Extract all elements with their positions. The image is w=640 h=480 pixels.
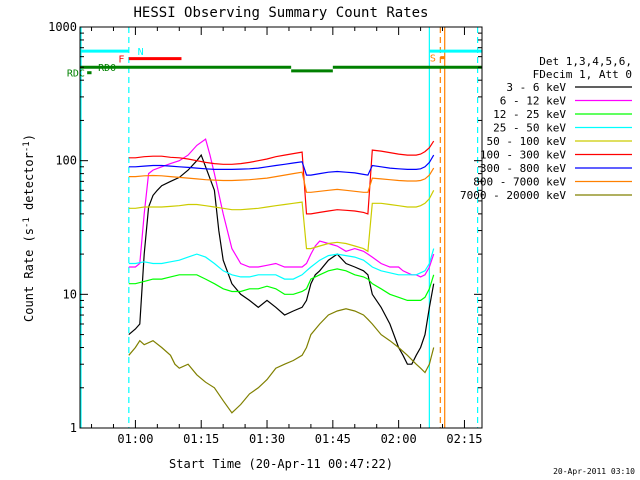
state-label-5: S <box>430 54 436 65</box>
legend-label-1: 6 - 12 keV <box>500 95 567 108</box>
series-line-6 <box>128 154 435 176</box>
legend: Det 1,3,4,5,6, FDecim 1, Att 0 3 - 6 keV… <box>460 55 632 202</box>
x-tick-label-1: 01:15 <box>183 432 219 446</box>
y-tick-label-0: 1 <box>70 421 77 435</box>
y-axis-label: Count Rate (s-1 detector-1) <box>22 134 36 322</box>
legend-label-3: 25 - 50 keV <box>493 122 566 135</box>
series-line-2 <box>128 268 435 301</box>
y-tick-label-2: 100 <box>55 154 77 168</box>
footer-timestamp: 20-Apr-2011 03:10 <box>553 467 635 476</box>
y-tick-label-1: 10 <box>63 287 77 301</box>
x-tick-label-5: 02:15 <box>446 432 482 446</box>
x-axis: 01:00 01:15 01:30 01:45 02:00 02:15 <box>91 27 483 446</box>
legend-label-0: 3 - 6 keV <box>506 81 566 94</box>
legend-label-7: 800 - 7000 keV <box>473 176 566 189</box>
series-line-4 <box>128 190 435 253</box>
x-tick-label-4: 02:00 <box>381 432 417 446</box>
state-label-4: RDC <box>67 69 85 80</box>
series-line-5 <box>128 140 435 215</box>
series-line-1 <box>128 138 435 278</box>
chart-title: HESSI Observing Summary Count Rates <box>133 5 428 21</box>
series-line-7 <box>128 167 435 193</box>
x-tick-label-3: 01:45 <box>315 432 351 446</box>
legend-header-line2: FDecim 1, Att 0 <box>533 68 632 81</box>
x-tick-label-0: 01:00 <box>117 432 153 446</box>
x-tick-label-2: 01:30 <box>249 432 285 446</box>
legend-header-line1: Det 1,3,4,5,6, <box>539 55 632 68</box>
y-axis: 1 10 100 1000 <box>48 20 482 435</box>
legend-label-5: 100 - 300 keV <box>480 149 566 162</box>
legend-label-2: 12 - 25 keV <box>493 108 566 121</box>
plot-frame <box>79 26 483 429</box>
legend-label-8: 7000 - 20000 keV <box>460 189 566 202</box>
legend-label-4: 50 - 100 keV <box>487 135 567 148</box>
y-tick-label-3: 1000 <box>48 20 77 34</box>
state-label-0: N <box>138 47 144 58</box>
legend-label-6: 300 - 800 keV <box>480 162 566 175</box>
series-line-8 <box>128 308 435 414</box>
state-label-2: RD0 <box>98 63 116 74</box>
x-axis-label: Start Time (20-Apr-11 00:47:22) <box>169 457 393 471</box>
state-label-1: F <box>118 55 124 66</box>
series-line-3 <box>128 248 435 280</box>
